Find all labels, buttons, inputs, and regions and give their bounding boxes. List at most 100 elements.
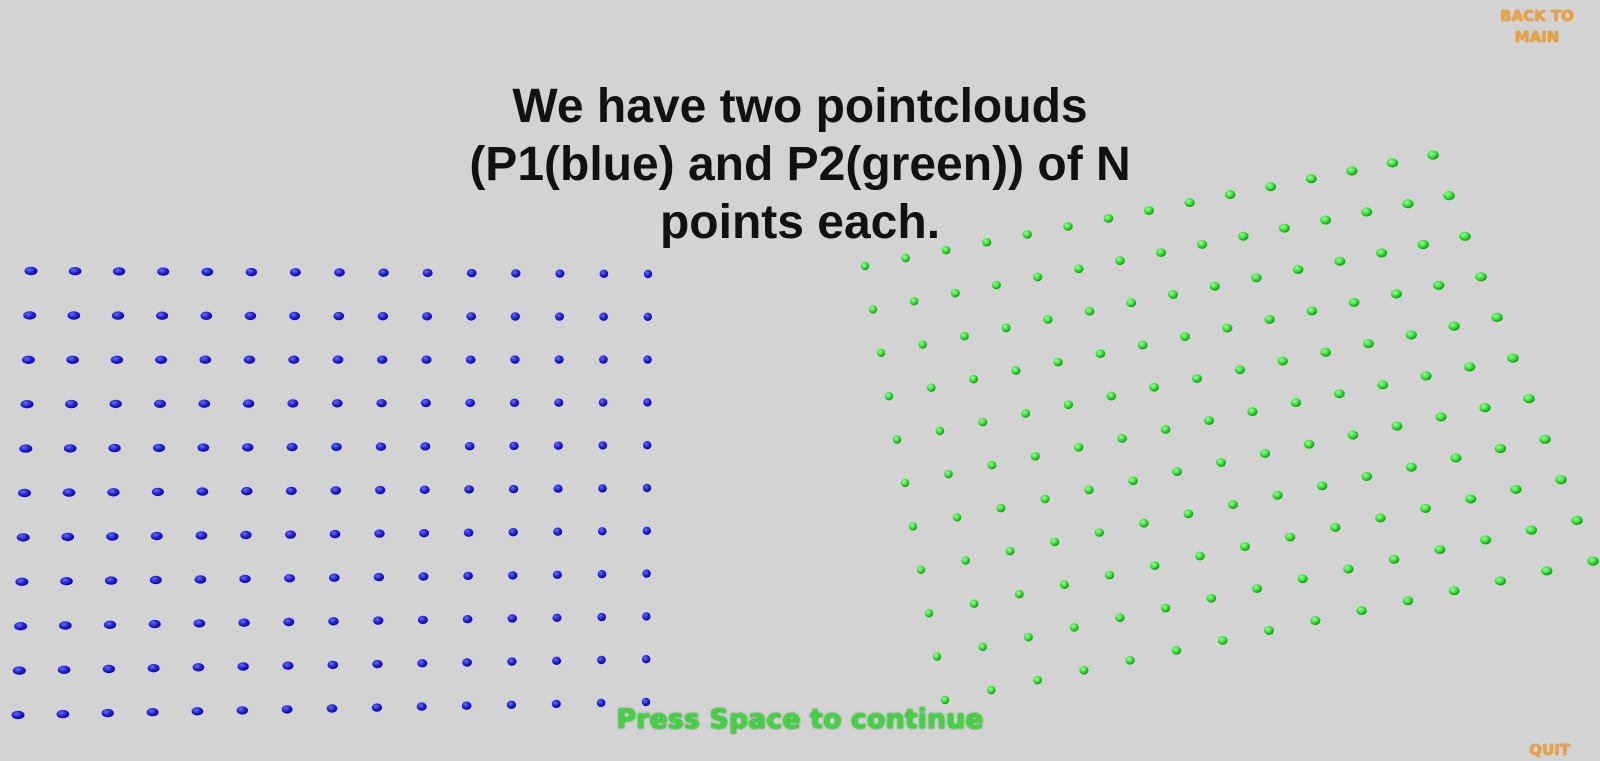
- p2-point: [918, 340, 928, 349]
- p2-point: [1043, 315, 1053, 324]
- p1-point: [110, 355, 124, 364]
- p1-point: [598, 441, 608, 450]
- p2-point: [1209, 281, 1220, 291]
- p1-point: [552, 570, 562, 579]
- p1-point: [643, 441, 652, 450]
- p1-point: [420, 398, 431, 408]
- p2-point: [1539, 434, 1551, 444]
- p1-point: [642, 483, 652, 493]
- p2-point: [1063, 222, 1073, 231]
- p1-point: [288, 355, 300, 364]
- p2-point: [1128, 476, 1138, 486]
- p1-point: [192, 663, 205, 672]
- p2-point: [1192, 374, 1202, 383]
- p2-point: [1204, 416, 1214, 425]
- p2-point: [1238, 231, 1249, 241]
- p2-point: [1234, 365, 1246, 375]
- p2-point: [1063, 400, 1074, 410]
- p2-point: [1126, 298, 1137, 308]
- p1-point: [149, 575, 162, 585]
- p1-point: [554, 355, 564, 364]
- p1-point: [195, 531, 208, 540]
- p1-point: [21, 355, 35, 364]
- p2-point: [1095, 349, 1106, 358]
- p1-point: [552, 656, 562, 665]
- p2-point: [1376, 248, 1388, 258]
- p2-point: [1149, 561, 1160, 570]
- p2-point: [1117, 434, 1127, 443]
- p2-point: [1435, 412, 1447, 422]
- p2-point: [1459, 231, 1471, 241]
- p1-point: [597, 527, 607, 536]
- p1-point: [282, 661, 294, 670]
- p1-point: [377, 355, 388, 364]
- p2-point: [1303, 439, 1315, 449]
- p2-point: [1115, 256, 1125, 265]
- back-to-main-button[interactable]: BACK TO MAIN: [1492, 6, 1582, 48]
- p2-point: [1391, 421, 1403, 431]
- p1-point: [375, 442, 387, 451]
- p1-point: [330, 486, 342, 495]
- p2-point: [1362, 339, 1374, 349]
- p2-point: [1156, 248, 1166, 257]
- p1-point: [157, 267, 170, 276]
- p2-point: [1023, 632, 1033, 642]
- p2-point: [1184, 198, 1195, 208]
- p1-point: [60, 577, 73, 586]
- p1-point: [553, 527, 563, 536]
- p1-point: [152, 443, 166, 453]
- p1-point: [156, 311, 169, 320]
- p2-point: [1139, 518, 1149, 528]
- p1-point: [642, 526, 651, 535]
- p1-point: [56, 709, 70, 719]
- p1-point: [197, 443, 210, 452]
- p2-point: [1571, 515, 1583, 526]
- p1-point: [643, 398, 652, 407]
- p2-point: [1206, 593, 1217, 603]
- p1-point: [553, 484, 563, 493]
- p2-point: [1011, 366, 1021, 375]
- p1-point: [153, 399, 167, 408]
- p1-point: [243, 355, 256, 364]
- p2-point: [952, 513, 962, 522]
- p2-point: [1491, 312, 1503, 322]
- p1-point: [285, 486, 297, 496]
- p2-point: [1104, 570, 1115, 580]
- p2-point: [986, 685, 996, 695]
- p1-point: [643, 355, 652, 364]
- p2-point: [1356, 606, 1367, 616]
- p1-point: [200, 311, 213, 320]
- p1-point: [331, 399, 343, 408]
- p2-point: [1475, 272, 1487, 282]
- p2-point: [1103, 214, 1114, 223]
- p1-point: [554, 398, 564, 407]
- p2-point: [1479, 403, 1491, 413]
- p2-point: [1171, 646, 1182, 655]
- p2-point: [1168, 290, 1178, 299]
- p2-point: [1032, 272, 1043, 282]
- p2-point: [1347, 430, 1359, 440]
- p1-point: [372, 659, 383, 669]
- p2-point: [1115, 613, 1125, 623]
- p1-point: [63, 444, 77, 453]
- quit-button[interactable]: QUIT: [1529, 741, 1570, 759]
- p1-point: [642, 612, 651, 621]
- p1-point: [106, 532, 119, 541]
- p2-point: [1290, 398, 1302, 408]
- p2-point: [1284, 532, 1296, 542]
- back-button-line-1: BACK TO: [1500, 7, 1574, 25]
- p2-point: [1217, 636, 1228, 645]
- p2-point: [940, 695, 950, 705]
- p1-point: [101, 708, 114, 718]
- p2-point: [1480, 535, 1492, 545]
- p1-point: [108, 443, 121, 453]
- p1-point: [508, 528, 518, 537]
- p1-point: [328, 573, 340, 582]
- p2-point: [1259, 448, 1271, 458]
- pointcloud-p1: [11, 266, 653, 720]
- p2-point: [1320, 215, 1332, 225]
- p2-point: [924, 609, 934, 618]
- p1-point: [286, 442, 298, 452]
- p1-point: [599, 269, 609, 278]
